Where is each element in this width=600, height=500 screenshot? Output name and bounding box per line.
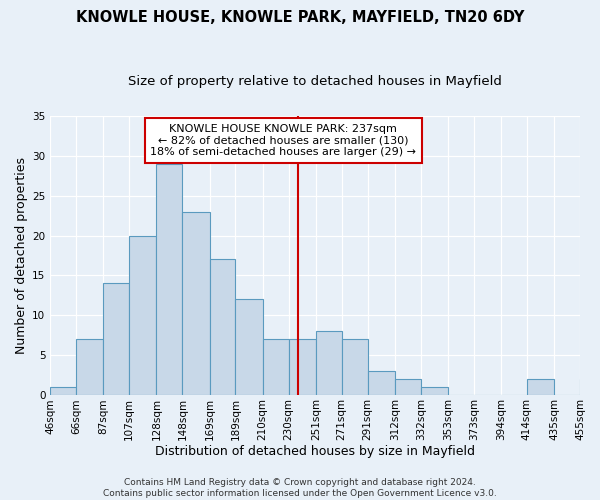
Bar [395,380,421,396]
Text: KNOWLE HOUSE, KNOWLE PARK, MAYFIELD, TN20 6DY: KNOWLE HOUSE, KNOWLE PARK, MAYFIELD, TN2… [76,10,524,25]
Bar [316,332,341,396]
Text: Contains HM Land Registry data © Crown copyright and database right 2024.
Contai: Contains HM Land Registry data © Crown c… [103,478,497,498]
Bar [527,380,554,396]
X-axis label: Distribution of detached houses by size in Mayfield: Distribution of detached houses by size … [155,444,475,458]
Bar [157,164,182,396]
Y-axis label: Number of detached properties: Number of detached properties [15,157,28,354]
Bar [209,260,235,396]
Bar [129,236,157,396]
Bar [421,388,448,396]
Bar [182,212,209,396]
Bar [50,388,76,396]
Bar [368,372,395,396]
Bar [103,284,129,396]
Bar [76,340,103,396]
Bar [235,300,263,396]
Text: KNOWLE HOUSE KNOWLE PARK: 237sqm
← 82% of detached houses are smaller (130)
18% : KNOWLE HOUSE KNOWLE PARK: 237sqm ← 82% o… [151,124,416,157]
Bar [263,340,289,396]
Bar [341,340,368,396]
Bar [289,340,316,396]
Bar [580,380,600,396]
Title: Size of property relative to detached houses in Mayfield: Size of property relative to detached ho… [128,75,502,88]
